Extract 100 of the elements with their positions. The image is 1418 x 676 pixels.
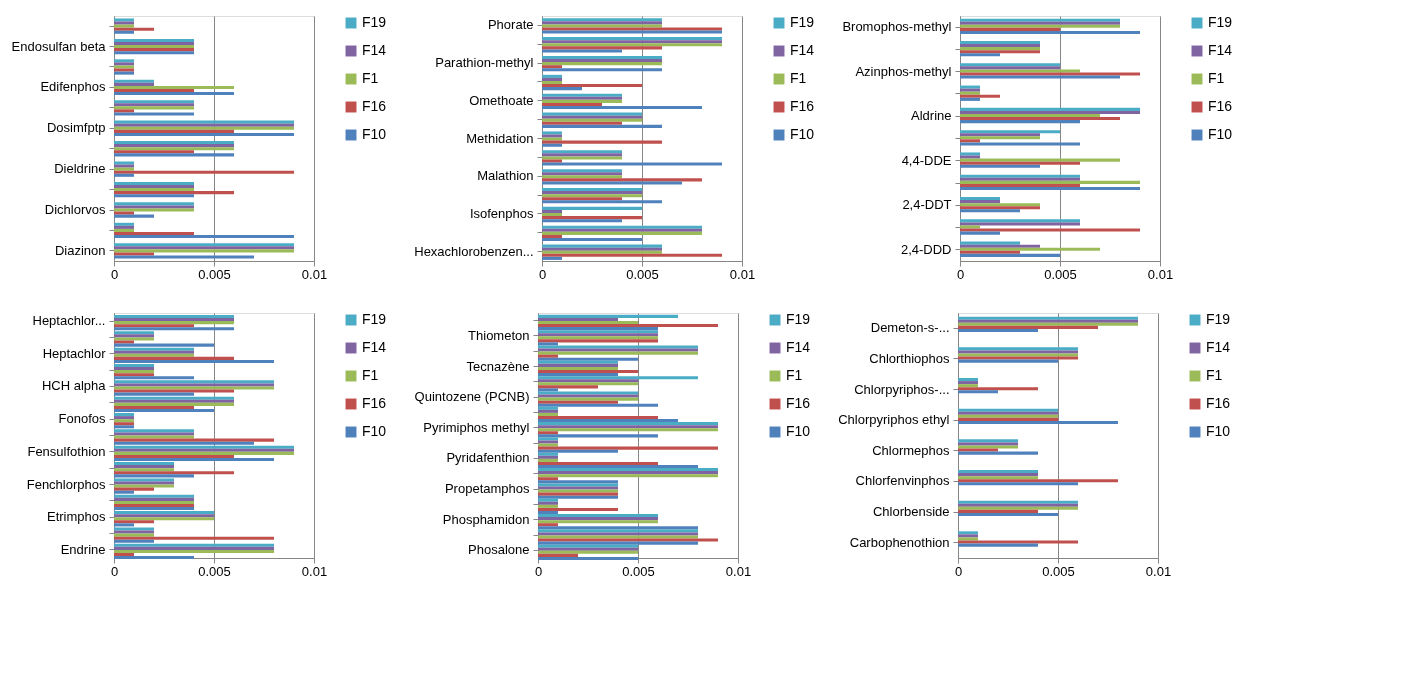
bar xyxy=(960,120,1080,124)
bar xyxy=(958,390,998,394)
legend-label: F14 xyxy=(362,339,387,355)
bar xyxy=(538,461,658,465)
bar xyxy=(114,27,154,31)
bar xyxy=(542,105,702,110)
bar xyxy=(114,153,234,157)
bar xyxy=(542,253,722,257)
y-tick-label: Edifenphos xyxy=(40,79,106,95)
bar xyxy=(542,256,562,260)
bar xyxy=(538,419,678,423)
bar xyxy=(538,523,558,527)
bar xyxy=(114,474,194,478)
bar xyxy=(542,206,642,210)
bar xyxy=(960,250,1020,254)
y-tick-label: Methidation xyxy=(466,130,534,146)
bar xyxy=(538,510,558,515)
y-tick-label: HCH alpha xyxy=(41,378,107,394)
bar xyxy=(958,451,1038,455)
legend-label: F10 xyxy=(1208,126,1233,142)
bar xyxy=(114,314,234,319)
bar xyxy=(114,487,154,491)
bar xyxy=(542,124,662,128)
bar xyxy=(960,241,1020,245)
bar xyxy=(960,113,1100,118)
bar xyxy=(114,324,194,328)
legend-label: F19 xyxy=(1208,14,1233,30)
legend-label: F10 xyxy=(790,126,815,142)
bar xyxy=(542,181,682,185)
bar xyxy=(538,449,618,453)
x-tick-label: 0.005 xyxy=(1042,563,1075,579)
bar xyxy=(114,181,194,185)
bar xyxy=(114,523,134,527)
bar xyxy=(960,142,1080,146)
y-tick-label: Aldrine xyxy=(911,108,952,124)
bar xyxy=(542,209,562,213)
legend-label: F10 xyxy=(786,423,811,439)
bar xyxy=(114,392,194,396)
legend-label: F19 xyxy=(1206,311,1231,327)
bar xyxy=(538,431,558,435)
x-tick-label: 0 xyxy=(110,563,119,579)
y-tick-label: Thiometon xyxy=(468,327,530,343)
bar xyxy=(542,49,622,53)
bar xyxy=(114,170,294,174)
y-tick-label: Pyrimiphos methyl xyxy=(423,419,530,435)
bar xyxy=(538,376,698,380)
y-tick-label: 2,4-DDD xyxy=(900,241,952,257)
y-tick-label: Parathion-methyl xyxy=(435,55,534,71)
y-tick-label: Heptachlor... xyxy=(32,313,106,329)
bar xyxy=(114,457,274,462)
bar xyxy=(542,68,662,72)
y-tick-label: Phosalone xyxy=(468,542,530,558)
bar xyxy=(114,503,194,508)
bar xyxy=(114,30,134,34)
legend-label: F1 xyxy=(790,70,807,86)
bar xyxy=(114,112,194,116)
bar xyxy=(114,507,194,511)
legend-label: F14 xyxy=(786,339,811,355)
bar xyxy=(538,465,698,469)
bar xyxy=(542,216,642,220)
y-tick-label: Etrimphos xyxy=(46,509,106,525)
y-tick-label: Diazinon xyxy=(54,242,106,258)
y-tick-label: Demeton-s-... xyxy=(870,320,950,336)
y-tick-label: Fonofos xyxy=(58,411,106,427)
bar xyxy=(538,507,618,511)
bar xyxy=(114,552,134,557)
bar xyxy=(114,359,274,363)
bar xyxy=(542,87,582,91)
legend-label: F1 xyxy=(1208,70,1225,86)
bar xyxy=(538,373,618,377)
bar xyxy=(542,102,602,106)
x-tick-label: 0 xyxy=(956,266,965,282)
bar xyxy=(114,340,134,344)
x-tick-label: 0.005 xyxy=(198,266,231,282)
legend-label: F10 xyxy=(362,126,387,142)
bar xyxy=(958,509,1038,513)
bar xyxy=(960,161,1080,165)
y-tick-label: Omethoate xyxy=(469,92,534,108)
bar xyxy=(538,434,658,438)
bar xyxy=(114,356,234,360)
bar xyxy=(958,359,1058,363)
bar xyxy=(114,438,274,442)
bar xyxy=(542,46,662,50)
bar xyxy=(960,139,980,143)
legend-label: F19 xyxy=(790,14,815,30)
y-tick-label: Dieldrine xyxy=(54,161,106,177)
bar xyxy=(542,237,642,242)
y-tick-label: 2,4-DDT xyxy=(902,197,952,213)
x-tick-label: 0.005 xyxy=(1044,266,1077,282)
bar xyxy=(114,556,194,560)
bar xyxy=(542,213,562,217)
bar xyxy=(960,94,1000,98)
bar xyxy=(960,97,980,101)
y-tick-label: Chlorbenside xyxy=(872,504,950,520)
bar xyxy=(114,191,234,195)
x-tick-label: 0.01 xyxy=(729,266,756,282)
legend-label: F19 xyxy=(362,311,387,327)
bar xyxy=(542,200,662,204)
bar xyxy=(960,183,1080,187)
bar xyxy=(114,327,234,331)
